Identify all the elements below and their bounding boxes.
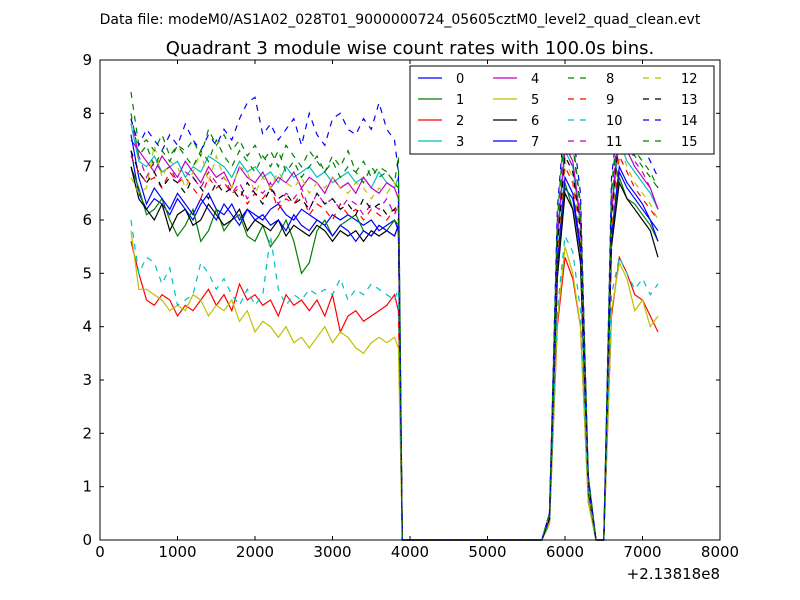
legend-label-8: 8 [606,72,614,87]
x-tick-label: 3000 [313,543,351,561]
x-tick-label: 5000 [468,543,506,561]
y-tick-label: 3 [82,371,92,389]
x-tick-label: 4000 [391,543,429,561]
legend-label-6: 6 [531,114,539,129]
x-tick-label: 8000 [701,543,739,561]
legend-label-13: 13 [681,93,698,108]
legend-label-14: 14 [681,114,698,129]
x-tick-label: 1000 [158,543,196,561]
legend-label-12: 12 [681,72,698,87]
legend-label-0: 0 [456,72,464,87]
y-tick-label: 7 [82,158,92,176]
y-tick-label: 9 [82,51,92,69]
series-line-9 [130,153,659,541]
x-tick-label: 0 [95,543,105,561]
y-tick-label: 8 [82,104,92,122]
legend-box [409,65,715,155]
series-line-15 [130,113,659,541]
y-tick-label: 5 [82,264,92,282]
chart-suptitle: Data file: modeM0/AS1A02_028T01_90000007… [100,12,701,28]
legend-label-9: 9 [606,93,614,108]
y-tick-label: 1 [82,478,92,496]
legend-label-10: 10 [606,114,623,129]
y-tick-label: 0 [82,531,92,549]
legend-label-3: 3 [456,135,464,150]
series-line-2 [130,241,659,541]
legend-label-7: 7 [531,135,539,150]
x-offset-label: +2.13818e8 [627,565,720,583]
series-line-3 [130,123,659,541]
legend-label-15: 15 [681,135,698,150]
series-line-10 [130,219,659,541]
x-tick-label: 6000 [546,543,584,561]
y-tick-label: 2 [82,424,92,442]
y-tick-label: 4 [82,318,92,336]
series-line-8 [130,91,659,541]
chart-title: Quadrant 3 module wise count rates with … [166,38,655,59]
series-line-4 [130,129,659,541]
x-tick-label: 2000 [236,543,274,561]
axis-ticks: 0 1000 2000 3000 4000 5000 6000 7000 80000123456… [82,51,739,561]
legend-label-5: 5 [531,93,539,108]
legend-label-1: 1 [456,93,464,108]
series-line-13 [130,102,659,541]
legend-label-11: 11 [606,135,623,150]
series-lines [130,91,659,541]
y-tick-label: 6 [82,211,92,229]
legend-label-2: 2 [456,114,464,129]
legend-label-4: 4 [531,72,539,87]
series-line-5 [130,230,659,541]
x-tick-label: 7000 [623,543,661,561]
